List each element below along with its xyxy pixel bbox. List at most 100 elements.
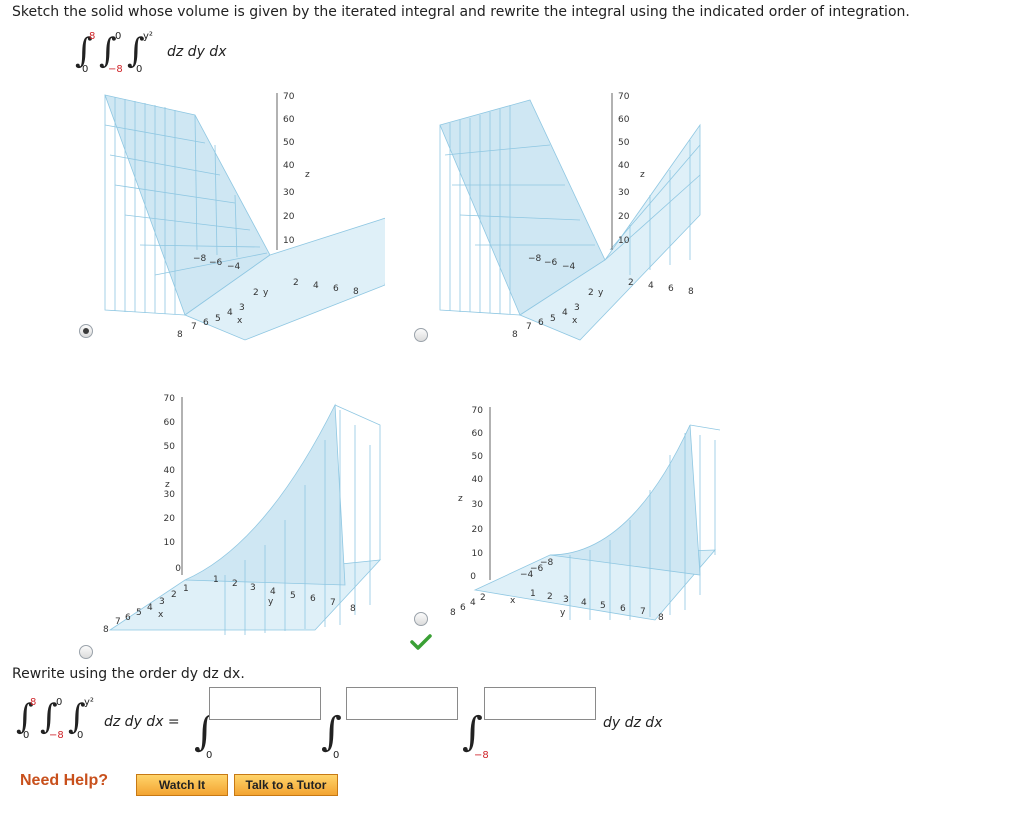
x-tick: 4 [470, 598, 476, 608]
pos-y-tick: 6 [668, 284, 674, 294]
x-tick: 1 [183, 584, 189, 594]
rhs-integral-sign-middle: ∫ [321, 709, 342, 755]
z-axis-label: z [305, 170, 310, 180]
pos-y-tick: 4 [313, 281, 319, 291]
y-tick: 7 [640, 607, 646, 617]
z-axis-label: z [458, 494, 463, 504]
outer-upper-limit: 8 [89, 31, 96, 42]
integral-sign-inner: ∫ [127, 31, 145, 71]
pos-y-tick: 2 [628, 278, 634, 288]
question-prompt: Sketch the solid whose volume is given b… [12, 4, 910, 20]
y-tick: 7 [330, 598, 336, 608]
rhs-differentials: dy dz dx [603, 715, 663, 731]
y-tick: 1 [213, 575, 219, 585]
talk-to-tutor-button[interactable]: Talk to a Tutor [234, 774, 338, 796]
z-tick: 60 [283, 115, 295, 125]
mesh-surface-c [108, 403, 382, 635]
lhs-differentials: dz dy dx = [104, 714, 180, 730]
correct-check-icon [410, 634, 432, 650]
y-axis-label: y [268, 597, 274, 607]
y-tick: 8 [658, 613, 664, 623]
z-tick: 10 [618, 236, 630, 246]
neg-y-tick: −4 [227, 262, 241, 272]
pos-y-tick: 6 [333, 284, 339, 294]
x-tick: 6 [538, 318, 544, 328]
y-tick: 3 [563, 595, 569, 605]
z-tick: 40 [472, 475, 484, 485]
x-tick: 5 [550, 314, 556, 324]
neg-y-tick: −6 [544, 258, 558, 268]
graph-choice-d: 70 60 50 40 30 20 10 0 z −4 −6 −8 1 2 3 … [450, 406, 720, 623]
watch-it-button[interactable]: Watch It [136, 774, 228, 796]
x-tick: 5 [136, 608, 142, 618]
answer-box-inner-upper[interactable] [484, 687, 596, 720]
choice-a-radio[interactable] [79, 324, 93, 338]
x-tick: 7 [191, 322, 197, 332]
z-tick: 30 [283, 188, 295, 198]
neg-tick: −4 [520, 570, 534, 580]
z-tick: 60 [618, 115, 630, 125]
x-tick: 4 [562, 308, 568, 318]
x-tick: 6 [460, 603, 466, 613]
z-tick: 40 [618, 161, 630, 171]
x-tick: 6 [203, 318, 209, 328]
integral-sign-middle: ∫ [40, 697, 58, 737]
x-tick: 8 [103, 625, 109, 635]
x-tick: 8 [450, 608, 456, 618]
pos-y-tick: 4 [648, 281, 654, 291]
mesh-surface-a [104, 94, 385, 341]
z-tick: 70 [164, 394, 176, 404]
outer-lower-limit: 0 [82, 64, 89, 75]
answer-box-outer-upper[interactable] [209, 687, 321, 720]
middle-lower-limit: −8 [49, 730, 64, 741]
y-tick: 5 [600, 601, 606, 611]
rhs-integral-sign-inner: ∫ [462, 709, 483, 755]
y-axis-label: y [598, 288, 604, 298]
choice-b-radio[interactable] [414, 328, 428, 342]
z-tick: 50 [618, 138, 630, 148]
x-tick: 8 [512, 330, 518, 340]
x-tick: 7 [115, 617, 121, 627]
outer-lower-limit: 0 [23, 730, 30, 741]
z-tick: 30 [164, 490, 176, 500]
middle-upper-limit: 0 [56, 697, 63, 708]
z-tick: 70 [472, 406, 484, 416]
neg-tick: −6 [530, 564, 544, 574]
z-tick: 40 [164, 466, 176, 476]
mesh-surface-b [439, 99, 701, 341]
pos-y-tick: 8 [353, 287, 359, 297]
answer-box-middle-upper[interactable] [346, 687, 458, 720]
neg-y-tick: −6 [209, 258, 223, 268]
z-tick: 10 [283, 236, 295, 246]
z-tick: 50 [472, 452, 484, 462]
inner-lower-limit: 0 [77, 730, 84, 741]
y-tick: 3 [250, 583, 256, 593]
rewrite-instruction: Rewrite using the order dy dz dx. [12, 666, 245, 682]
rhs-middle-lower-limit: 0 [333, 750, 340, 761]
y-tick: 4 [270, 587, 276, 597]
neg-y-tick: −8 [193, 254, 207, 264]
x-axis-label: x [158, 610, 164, 620]
y-tick: 1 [530, 589, 536, 599]
middle-lower-limit: −8 [108, 64, 123, 75]
choice-d-radio[interactable] [414, 612, 428, 626]
choice-c-radio[interactable] [79, 645, 93, 659]
x-tick: 3 [574, 303, 580, 313]
x-axis-label: x [237, 316, 243, 326]
need-help-label: Need Help? [20, 772, 109, 789]
z-tick: 10 [164, 538, 176, 548]
y-tick: 4 [581, 598, 587, 608]
outer-upper-limit: 8 [30, 697, 37, 708]
x-axis-label: x [510, 596, 516, 606]
x-tick: 6 [125, 613, 131, 623]
neg-tick: −8 [540, 558, 554, 568]
z-tick: 30 [472, 500, 484, 510]
z-tick: 20 [618, 212, 630, 222]
graph-choice-c: 70 60 50 40 30 20 10 0 z 1 2 3 4 5 6 7 8… [103, 394, 382, 635]
y-axis-label: y [263, 288, 269, 298]
z-tick: 40 [283, 161, 295, 171]
integral-sign-middle: ∫ [99, 31, 117, 71]
z-axis-label: z [640, 170, 645, 180]
x-tick: 8 [177, 330, 183, 340]
x-tick: 2 [480, 593, 486, 603]
